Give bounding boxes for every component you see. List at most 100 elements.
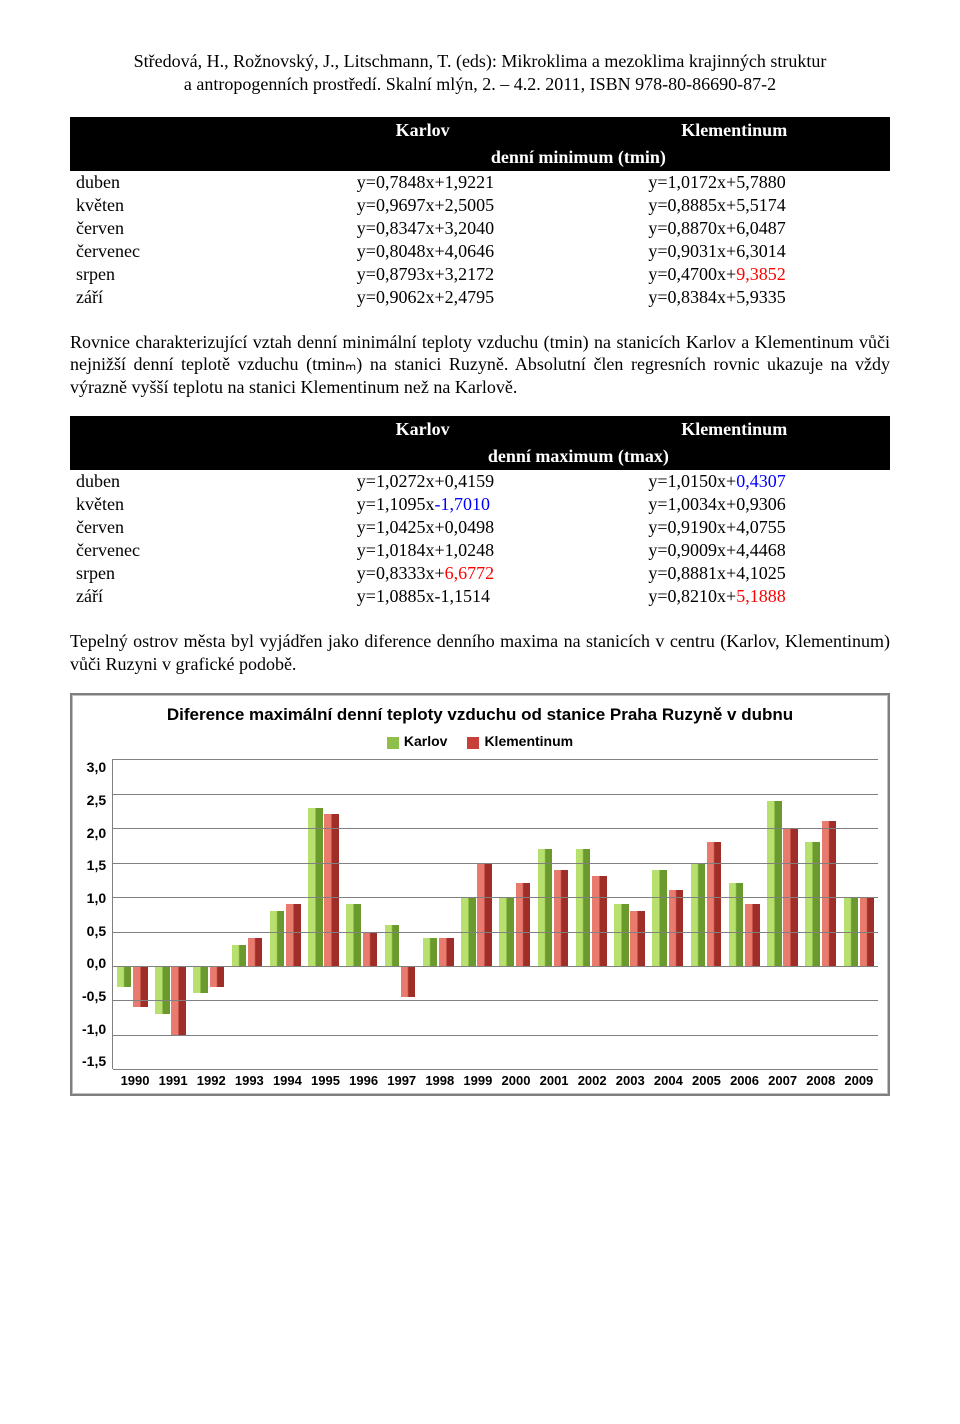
karlov-cell: y=0,7848x+1,9221 [267,171,579,194]
grid-line [113,897,878,898]
table-row: dubeny=1,0272x+0,4159y=1,0150x+0,4307 [70,470,890,493]
x-tick: 2006 [726,1073,764,1088]
bar-karlov [423,938,438,966]
table-row: květeny=0,9697x+2,5005y=0,8885x+5,5174 [70,194,890,217]
bar-klementinum [477,863,492,966]
x-tick: 2009 [840,1073,878,1088]
plot-area [112,759,878,1069]
x-tick: 2007 [764,1073,802,1088]
table-row: záříy=1,0885x-1,1514y=0,8210x+5,1888 [70,585,890,608]
month-cell: září [70,286,267,309]
year-column [763,759,801,1069]
klementinum-cell: y=0,8881x+4,1025 [578,562,890,585]
th-klementinum-2: Klementinum [578,416,890,443]
bar-klementinum [592,876,607,966]
year-column [649,759,687,1069]
bar-klementinum [554,870,569,966]
table-row: srpeny=0,8333x+6,6772y=0,8881x+4,1025 [70,562,890,585]
x-tick: 1990 [116,1073,154,1088]
x-tick: 2003 [611,1073,649,1088]
year-column [381,759,419,1069]
grid-line [113,1069,878,1070]
bar-klementinum [707,842,722,966]
bar-klementinum [630,911,645,966]
year-column [419,759,457,1069]
x-tick: 1999 [459,1073,497,1088]
x-tick: 2004 [649,1073,687,1088]
month-cell: červenec [70,240,267,263]
header-line-2: a antropogenních prostředí. Skalní mlýn,… [70,73,890,96]
legend-item: Klementinum [467,733,573,749]
chart-legend: KarlovKlementinum [82,733,878,749]
y-tick: -1,5 [82,1053,106,1069]
bar-klementinum [286,904,301,966]
table-row: květeny=1,1095x-1,7010y=1,0034x+0,9306 [70,493,890,516]
month-cell: květen [70,493,267,516]
paragraph-1: Rovnice charakterizující vztah denní min… [70,331,890,399]
bar-klementinum [822,821,837,966]
month-cell: srpen [70,562,267,585]
table-row: dubeny=0,7848x+1,9221y=1,0172x+5,7880 [70,171,890,194]
x-tick: 1995 [306,1073,344,1088]
th-sub-tmin: denní minimum (tmin) [267,144,890,171]
y-tick: 1,0 [82,890,106,906]
page-header: Středová, H., Rožnovský, J., Litschmann,… [70,50,890,97]
table-tmax: Karlov Klementinum denní maximum (tmax) … [70,416,890,608]
year-column [457,759,495,1069]
y-tick: 0,5 [82,923,106,939]
bar-klementinum [210,966,225,987]
year-column [113,759,151,1069]
x-tick: 2000 [497,1073,535,1088]
bar-karlov [767,801,782,966]
y-tick: -1,0 [82,1021,106,1037]
x-tick: 1994 [268,1073,306,1088]
year-column [496,759,534,1069]
grid-line [113,1035,878,1036]
x-tick: 1998 [421,1073,459,1088]
y-axis: 3,02,52,01,51,00,50,0-0,5-1,0-1,5 [82,759,112,1069]
x-tick: 1996 [345,1073,383,1088]
karlov-cell: y=1,0184x+1,0248 [267,539,579,562]
th-sub-tmax: denní maximum (tmax) [267,443,890,470]
karlov-cell: y=1,0272x+0,4159 [267,470,579,493]
bar-karlov [232,945,247,966]
x-tick: 1992 [192,1073,230,1088]
bar-karlov [538,849,553,966]
grid-line [113,794,878,795]
bar-karlov [270,911,285,966]
bar-klementinum [516,883,531,966]
month-cell: září [70,585,267,608]
year-column [228,759,266,1069]
karlov-cell: y=0,9062x+2,4795 [267,286,579,309]
year-column [304,759,342,1069]
bar-karlov [117,966,132,987]
y-tick: 2,0 [82,825,106,841]
x-tick: 2008 [802,1073,840,1088]
year-column [190,759,228,1069]
grid-line [113,932,878,933]
bar-karlov [805,842,820,966]
karlov-cell: y=0,8347x+3,2040 [267,217,579,240]
bar-klementinum [401,966,416,997]
bar-karlov [155,966,170,1014]
bar-karlov [193,966,208,994]
month-cell: duben [70,171,267,194]
klementinum-cell: y=0,8210x+5,1888 [578,585,890,608]
klementinum-cell: y=1,0034x+0,9306 [578,493,890,516]
month-cell: duben [70,470,267,493]
klementinum-cell: y=0,8870x+6,0487 [578,217,890,240]
bar-karlov [729,883,744,966]
karlov-cell: y=1,1095x-1,7010 [267,493,579,516]
bar-karlov [691,863,706,966]
x-axis: 1990199119921993199419951996199719981999… [116,1073,878,1088]
year-column [343,759,381,1069]
year-column [151,759,189,1069]
table-row: červeny=1,0425x+0,0498y=0,9190x+4,0755 [70,516,890,539]
bar-karlov [614,904,629,966]
year-column [840,759,878,1069]
bar-karlov [576,849,591,966]
grid-line [113,966,878,967]
year-column [802,759,840,1069]
klementinum-cell: y=1,0150x+0,4307 [578,470,890,493]
paragraph-2: Tepelný ostrov města byl vyjádřen jako d… [70,630,890,675]
